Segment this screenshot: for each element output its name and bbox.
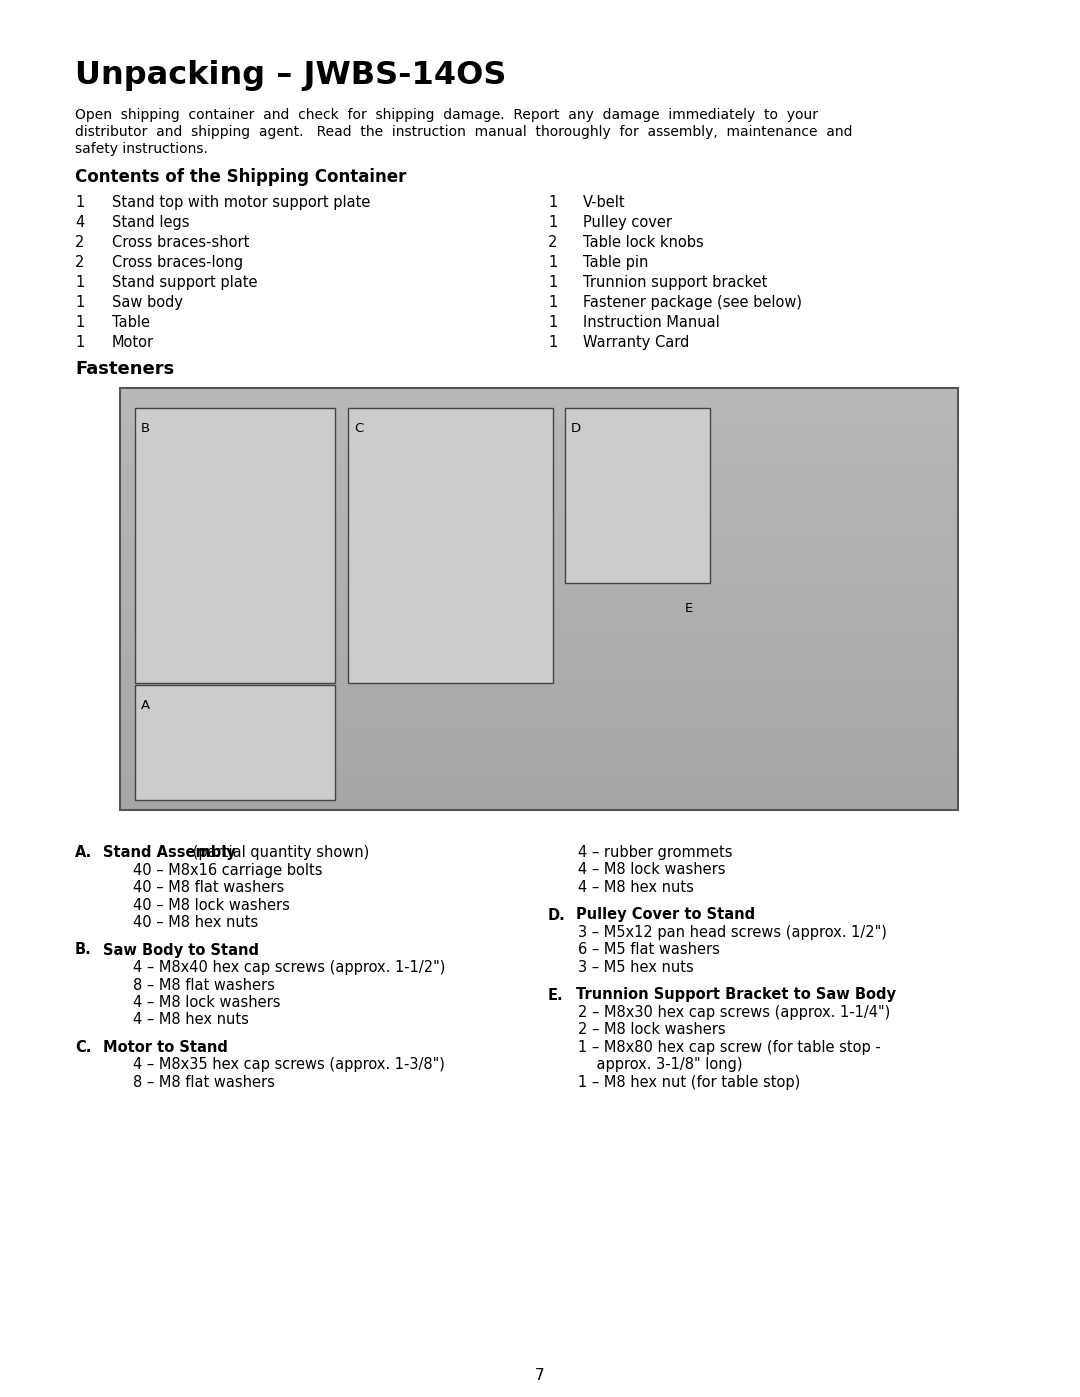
Text: Stand top with motor support plate: Stand top with motor support plate — [112, 196, 370, 210]
Text: Fasteners: Fasteners — [75, 360, 174, 379]
Text: 4: 4 — [75, 215, 84, 231]
Text: 4 – M8 lock washers: 4 – M8 lock washers — [133, 995, 281, 1010]
Text: 2: 2 — [75, 256, 84, 270]
Text: 1: 1 — [548, 196, 557, 210]
Text: Contents of the Shipping Container: Contents of the Shipping Container — [75, 168, 406, 186]
Text: 1: 1 — [548, 295, 557, 310]
Text: C.: C. — [75, 1039, 92, 1055]
Text: 1: 1 — [75, 314, 84, 330]
Text: distributor  and  shipping  agent.   Read  the  instruction  manual  thoroughly : distributor and shipping agent. Read the… — [75, 124, 852, 138]
Text: 1: 1 — [75, 196, 84, 210]
Text: 4 – M8x40 hex cap screws (approx. 1-1/2"): 4 – M8x40 hex cap screws (approx. 1-1/2"… — [133, 960, 445, 975]
Text: 2: 2 — [75, 235, 84, 250]
Text: 3 – M5 hex nuts: 3 – M5 hex nuts — [578, 960, 693, 975]
Text: D: D — [571, 422, 581, 434]
Text: 3 – M5x12 pan head screws (approx. 1/2"): 3 – M5x12 pan head screws (approx. 1/2") — [578, 925, 887, 940]
Bar — [565, 408, 710, 583]
Text: 1: 1 — [548, 335, 557, 351]
Text: Pulley cover: Pulley cover — [583, 215, 672, 231]
Text: 40 – M8 flat washers: 40 – M8 flat washers — [133, 880, 284, 895]
Text: Unpacking – JWBS-14OS: Unpacking – JWBS-14OS — [75, 60, 507, 91]
Text: Stand support plate: Stand support plate — [112, 275, 257, 291]
Text: 1: 1 — [548, 256, 557, 270]
Text: V-belt: V-belt — [583, 196, 625, 210]
Text: Fastener package (see below): Fastener package (see below) — [583, 295, 802, 310]
Bar — [348, 408, 553, 683]
Text: B.: B. — [75, 943, 92, 957]
Text: 1: 1 — [548, 314, 557, 330]
Text: Table: Table — [112, 314, 150, 330]
Text: 8 – M8 flat washers: 8 – M8 flat washers — [133, 978, 275, 992]
Text: 4 – M8x35 hex cap screws (approx. 1-3/8"): 4 – M8x35 hex cap screws (approx. 1-3/8"… — [133, 1058, 445, 1073]
Text: B: B — [141, 422, 150, 434]
Text: Saw Body to Stand: Saw Body to Stand — [103, 943, 259, 957]
Text: Motor to Stand: Motor to Stand — [103, 1039, 228, 1055]
Text: 1: 1 — [75, 275, 84, 291]
Text: Table lock knobs: Table lock knobs — [583, 235, 704, 250]
Bar — [135, 685, 335, 800]
Text: 7: 7 — [536, 1368, 544, 1383]
Text: 1: 1 — [548, 215, 557, 231]
Text: Trunnion Support Bracket to Saw Body: Trunnion Support Bracket to Saw Body — [576, 988, 896, 1003]
Text: 40 – M8x16 carriage bolts: 40 – M8x16 carriage bolts — [133, 862, 323, 877]
Text: Cross braces-short: Cross braces-short — [112, 235, 249, 250]
Text: 2 – M8 lock washers: 2 – M8 lock washers — [578, 1023, 726, 1038]
Text: 2: 2 — [548, 235, 557, 250]
Text: 2 – M8x30 hex cap screws (approx. 1-1/4"): 2 – M8x30 hex cap screws (approx. 1-1/4"… — [578, 1004, 890, 1020]
Text: Trunnion support bracket: Trunnion support bracket — [583, 275, 768, 291]
Text: 40 – M8 hex nuts: 40 – M8 hex nuts — [133, 915, 258, 930]
Text: Open  shipping  container  and  check  for  shipping  damage.  Report  any  dama: Open shipping container and check for sh… — [75, 108, 818, 122]
Text: 40 – M8 lock washers: 40 – M8 lock washers — [133, 897, 289, 912]
Text: Cross braces-long: Cross braces-long — [112, 256, 243, 270]
Text: Instruction Manual: Instruction Manual — [583, 314, 719, 330]
Text: (partial quantity shown): (partial quantity shown) — [188, 845, 369, 861]
Text: 6 – M5 flat washers: 6 – M5 flat washers — [578, 943, 720, 957]
Text: E.: E. — [548, 988, 564, 1003]
Text: Table pin: Table pin — [583, 256, 648, 270]
Text: A.: A. — [75, 845, 92, 861]
Text: 1: 1 — [548, 275, 557, 291]
Text: Stand legs: Stand legs — [112, 215, 189, 231]
Text: approx. 3-1/8" long): approx. 3-1/8" long) — [578, 1058, 743, 1073]
Text: D.: D. — [548, 908, 566, 922]
Text: safety instructions.: safety instructions. — [75, 142, 207, 156]
Text: E: E — [685, 602, 693, 615]
Text: 4 – M8 hex nuts: 4 – M8 hex nuts — [133, 1013, 248, 1028]
Text: C: C — [354, 422, 363, 434]
Text: Stand Assembly: Stand Assembly — [103, 845, 235, 861]
Bar — [135, 408, 335, 683]
Text: Pulley Cover to Stand: Pulley Cover to Stand — [576, 908, 755, 922]
Text: 1 – M8x80 hex cap screw (for table stop -: 1 – M8x80 hex cap screw (for table stop … — [578, 1039, 881, 1055]
Bar — [120, 388, 958, 810]
Text: 4 – M8 hex nuts: 4 – M8 hex nuts — [578, 880, 693, 895]
Text: 4 – M8 lock washers: 4 – M8 lock washers — [578, 862, 726, 877]
Text: Warranty Card: Warranty Card — [583, 335, 689, 351]
Text: 8 – M8 flat washers: 8 – M8 flat washers — [133, 1076, 275, 1090]
Text: Motor: Motor — [112, 335, 154, 351]
Text: A: A — [141, 698, 150, 712]
Text: 4 – rubber grommets: 4 – rubber grommets — [578, 845, 732, 861]
Text: 1: 1 — [75, 335, 84, 351]
Text: Saw body: Saw body — [112, 295, 183, 310]
Text: 1 – M8 hex nut (for table stop): 1 – M8 hex nut (for table stop) — [578, 1076, 800, 1090]
Text: 1: 1 — [75, 295, 84, 310]
